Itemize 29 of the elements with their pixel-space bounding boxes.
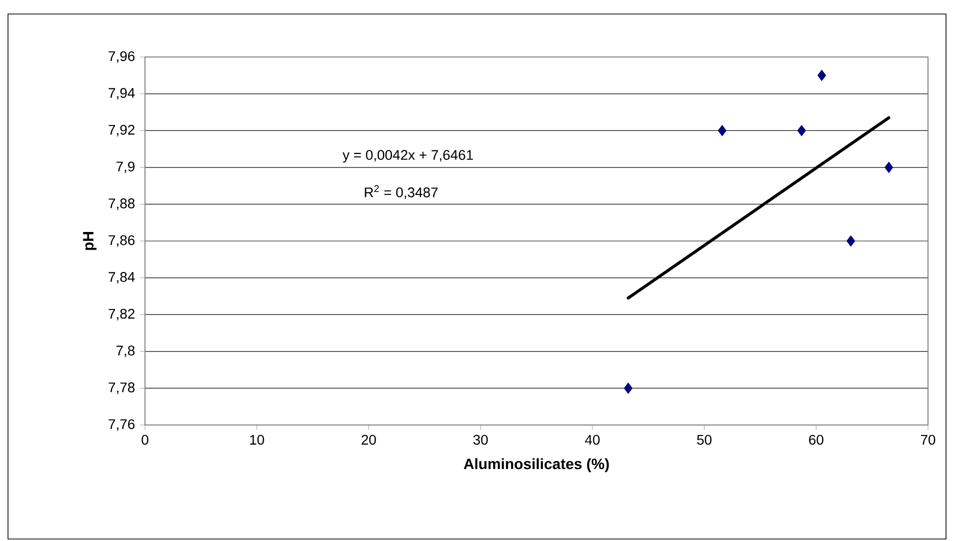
y-tick-label: 7,84 <box>108 272 135 284</box>
y-tick-label: 7,86 <box>108 235 135 247</box>
annotation: y = 0,0042x + 7,6461 <box>342 150 473 163</box>
y-tick-label: 7,9 <box>116 162 134 174</box>
y-axis-title: pH <box>83 232 96 250</box>
y-tick-label: 7,82 <box>108 308 134 320</box>
x-tick-label: 40 <box>584 434 600 445</box>
x-tick-label: 0 <box>142 434 148 445</box>
x-tick-label: 60 <box>809 434 824 445</box>
y-tick-label: 7,96 <box>108 51 135 63</box>
x-tick-label: 70 <box>920 434 936 445</box>
point <box>624 382 633 394</box>
x-axis-title: Aluminosilicates (%) <box>464 458 609 472</box>
point <box>846 235 856 247</box>
x-tick-label: 10 <box>250 434 264 445</box>
x-tick-label: 50 <box>697 434 712 445</box>
y-tick-label: 7,94 <box>108 88 135 100</box>
y-tick-label: 7,92 <box>108 124 134 136</box>
y-tick-label: 7,88 <box>108 198 135 210</box>
point <box>817 70 826 82</box>
point <box>797 124 806 136</box>
x-tick-label: 20 <box>362 434 376 445</box>
annotation: R$^{2}$ = 0,3487 <box>364 185 438 199</box>
x-tick-label: 30 <box>473 434 488 445</box>
y-tick-label: 7,8 <box>116 346 135 358</box>
y-tick-label: 7,78 <box>108 382 135 394</box>
point <box>718 124 727 136</box>
y-tick-label: 7,76 <box>108 419 135 431</box>
point <box>884 162 894 174</box>
